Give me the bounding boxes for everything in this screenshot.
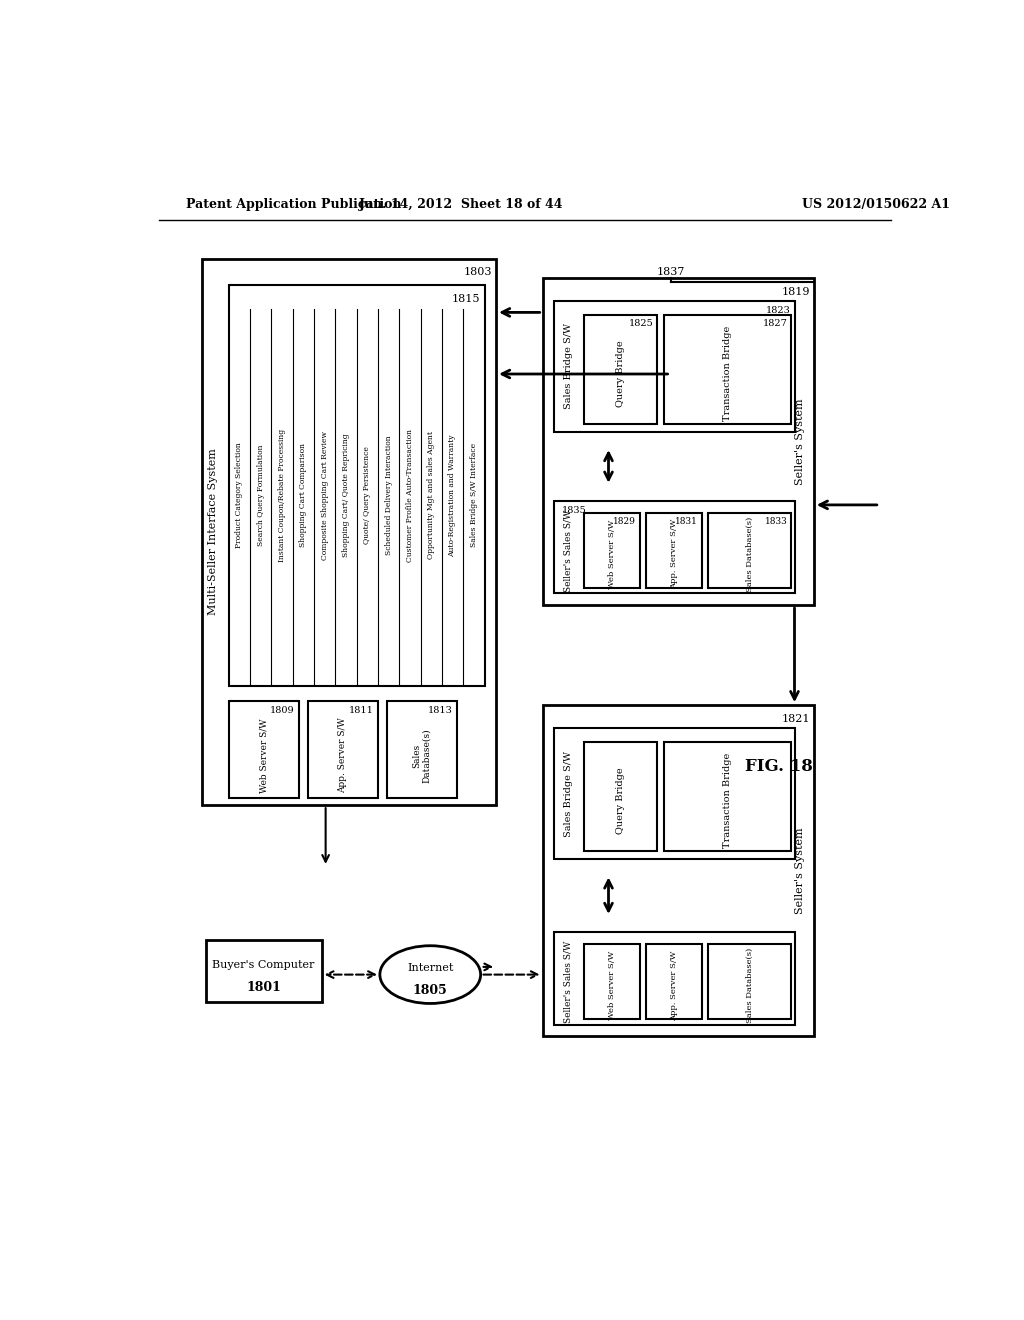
Text: 1819: 1819 [781,286,810,297]
Text: 1825: 1825 [629,319,653,329]
Bar [584,314,657,424]
Bar [708,512,792,589]
Text: Sales Database(s): Sales Database(s) [745,516,754,591]
Bar [554,502,795,594]
Text: Buyer's Computer: Buyer's Computer [212,960,314,970]
Bar [664,314,792,424]
Text: 1803: 1803 [464,268,493,277]
Text: US 2012/0150622 A1: US 2012/0150622 A1 [802,198,950,211]
Text: 1833: 1833 [765,517,787,527]
Text: Product Category Selection: Product Category Selection [236,442,244,548]
Text: 1805: 1805 [413,983,447,997]
Text: Sales
Database(s): Sales Database(s) [412,729,431,783]
Text: 1829: 1829 [612,517,636,527]
Text: Internet: Internet [408,964,454,973]
Text: Patent Application Publication: Patent Application Publication [186,198,401,211]
Text: Seller's Sales S/W: Seller's Sales S/W [563,510,572,593]
Text: 1801: 1801 [246,981,281,994]
Text: 1811: 1811 [349,706,374,715]
Text: Web Server S/W: Web Server S/W [607,520,615,589]
Text: 1813: 1813 [428,706,453,715]
Text: Transaction Bridge: Transaction Bridge [723,326,732,421]
Text: 1837: 1837 [656,268,685,277]
Text: Web Server S/W: Web Server S/W [259,718,268,793]
Bar [387,701,457,797]
Bar [554,301,795,432]
Text: Jun. 14, 2012  Sheet 18 of 44: Jun. 14, 2012 Sheet 18 of 44 [359,198,563,211]
Text: Seller's Sales S/W: Seller's Sales S/W [563,941,572,1023]
Bar [308,701,378,797]
Text: Transaction Bridge: Transaction Bridge [723,752,732,849]
Bar [202,259,496,805]
Text: App. Server S/W: App. Server S/W [338,718,347,793]
Text: Composite Shopping Cart Review: Composite Shopping Cart Review [321,430,329,560]
Bar [584,512,640,589]
Bar [228,701,299,797]
Text: Sales Bridge S/W Interface: Sales Bridge S/W Interface [470,444,478,548]
Text: Web Server S/W: Web Server S/W [607,950,615,1020]
Bar [708,944,792,1019]
Bar [584,944,640,1019]
Text: Quote/ Query Persistence: Quote/ Query Persistence [364,446,372,544]
Bar [584,742,657,851]
Text: 1821: 1821 [781,714,810,723]
Text: 1827: 1827 [763,319,787,329]
Text: Shopping Cart/ Quote Repricing: Shopping Cart/ Quote Repricing [342,433,350,557]
Text: 1823: 1823 [766,306,791,314]
Bar [646,512,701,589]
Text: Scheduled Delivery Interaction: Scheduled Delivery Interaction [385,436,392,556]
Bar [646,944,701,1019]
Bar [543,705,814,1036]
Text: Sales Bridge S/W: Sales Bridge S/W [563,323,572,409]
Bar [543,277,814,605]
Text: Customer Profile Auto-Transaction: Customer Profile Auto-Transaction [406,429,414,562]
Text: Query Bridge: Query Bridge [616,341,625,407]
Bar [554,932,795,1024]
Text: Seller's System: Seller's System [795,828,805,913]
Text: Auto-Registration and Warranty: Auto-Registration and Warranty [449,434,457,557]
Text: 1831: 1831 [675,517,697,527]
Text: Multi-Seller Interface System: Multi-Seller Interface System [208,449,218,615]
Text: 1809: 1809 [270,706,295,715]
Bar [228,285,484,686]
Text: Sales Database(s): Sales Database(s) [745,948,754,1023]
Text: Query Bridge: Query Bridge [616,767,625,834]
Text: Seller's System: Seller's System [795,399,805,484]
Text: Shopping Cart Comparison: Shopping Cart Comparison [299,444,307,548]
Text: App. Server S/W: App. Server S/W [670,950,678,1020]
Text: Opportunity Mgt and sales Agent: Opportunity Mgt and sales Agent [427,432,435,560]
Text: App. Server S/W: App. Server S/W [670,519,678,589]
Text: 1815: 1815 [453,294,480,305]
Ellipse shape [380,945,480,1003]
Text: 1835: 1835 [562,506,587,515]
Text: Instant Coupon/Rebate Processing: Instant Coupon/Rebate Processing [279,429,286,562]
Text: Search Query Formulation: Search Query Formulation [257,445,265,546]
Text: Sales Bridge S/W: Sales Bridge S/W [563,751,572,837]
Bar [206,940,322,1002]
Bar [554,729,795,859]
Bar [664,742,792,851]
Text: FIG. 18: FIG. 18 [745,758,813,775]
